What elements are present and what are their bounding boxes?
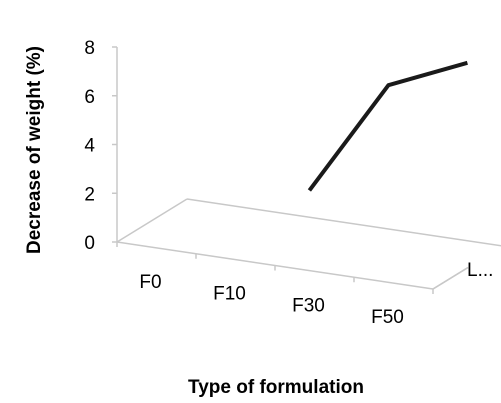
x-tick-marks	[116, 242, 434, 294]
series-group	[307, 60, 468, 192]
depth-axis-line	[432, 266, 469, 290]
depth-axis-label: L...	[467, 260, 493, 281]
y-tick-label: 0	[84, 233, 95, 254]
y-tick-label: 8	[84, 38, 95, 59]
x-tick-labels: F0 F10 F30 F50	[139, 272, 403, 328]
floor-back-edge	[186, 198, 501, 247]
x-tick-label: F50	[371, 307, 404, 328]
x-axis-title: Type of formulation	[188, 377, 364, 398]
x-tick-label: F30	[292, 295, 325, 316]
floor-left-edge	[116, 198, 188, 243]
y-axis-title: Decrease of weight (%)	[24, 46, 45, 254]
axes-group	[112, 46, 501, 294]
x-tick-label: F0	[139, 272, 161, 293]
y-tick-label: 4	[84, 136, 95, 157]
series-line	[307, 60, 468, 192]
y-tick-labels: 0 2 4 6 8	[84, 38, 95, 254]
y-tick-marks	[112, 46, 117, 243]
x-tick-label: F10	[213, 284, 246, 305]
y-tick-label: 2	[84, 184, 95, 205]
y-tick-label: 6	[84, 87, 95, 108]
